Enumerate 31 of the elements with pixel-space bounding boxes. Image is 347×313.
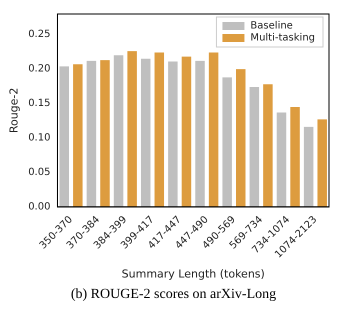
bar (208, 52, 218, 207)
y-tick-label: 0.00 (28, 201, 50, 212)
y-tick-label: 0.20 (28, 64, 50, 75)
bar (140, 58, 150, 207)
bar (127, 51, 137, 207)
legend-label: Multi-tasking (250, 32, 316, 44)
legend-label: Baseline (250, 20, 293, 32)
bar (182, 56, 192, 207)
bar (114, 55, 124, 207)
y-tick-label: 0.10 (28, 132, 50, 144)
y-tick-label: 0.15 (28, 98, 50, 110)
bar (73, 64, 83, 207)
bar (317, 119, 327, 207)
bar (250, 86, 260, 207)
y-tick-label: 0.05 (28, 166, 50, 178)
y-tick-label: 0.25 (28, 29, 50, 40)
bar (60, 66, 70, 207)
text: (b) ROUGE-2 scores on arXiv-Long (70, 287, 278, 303)
bar (263, 84, 273, 207)
bar (168, 62, 178, 207)
bar (276, 112, 286, 207)
bar (222, 77, 232, 207)
bar (304, 126, 314, 207)
bar (86, 60, 96, 207)
bar (100, 60, 110, 207)
y-axis-title: Rouge-2 (7, 88, 20, 134)
bar (290, 106, 300, 207)
bar (195, 60, 205, 207)
bar (154, 52, 164, 207)
bar (236, 69, 246, 207)
x-axis-title: Summary Length (tokens) (122, 267, 265, 280)
